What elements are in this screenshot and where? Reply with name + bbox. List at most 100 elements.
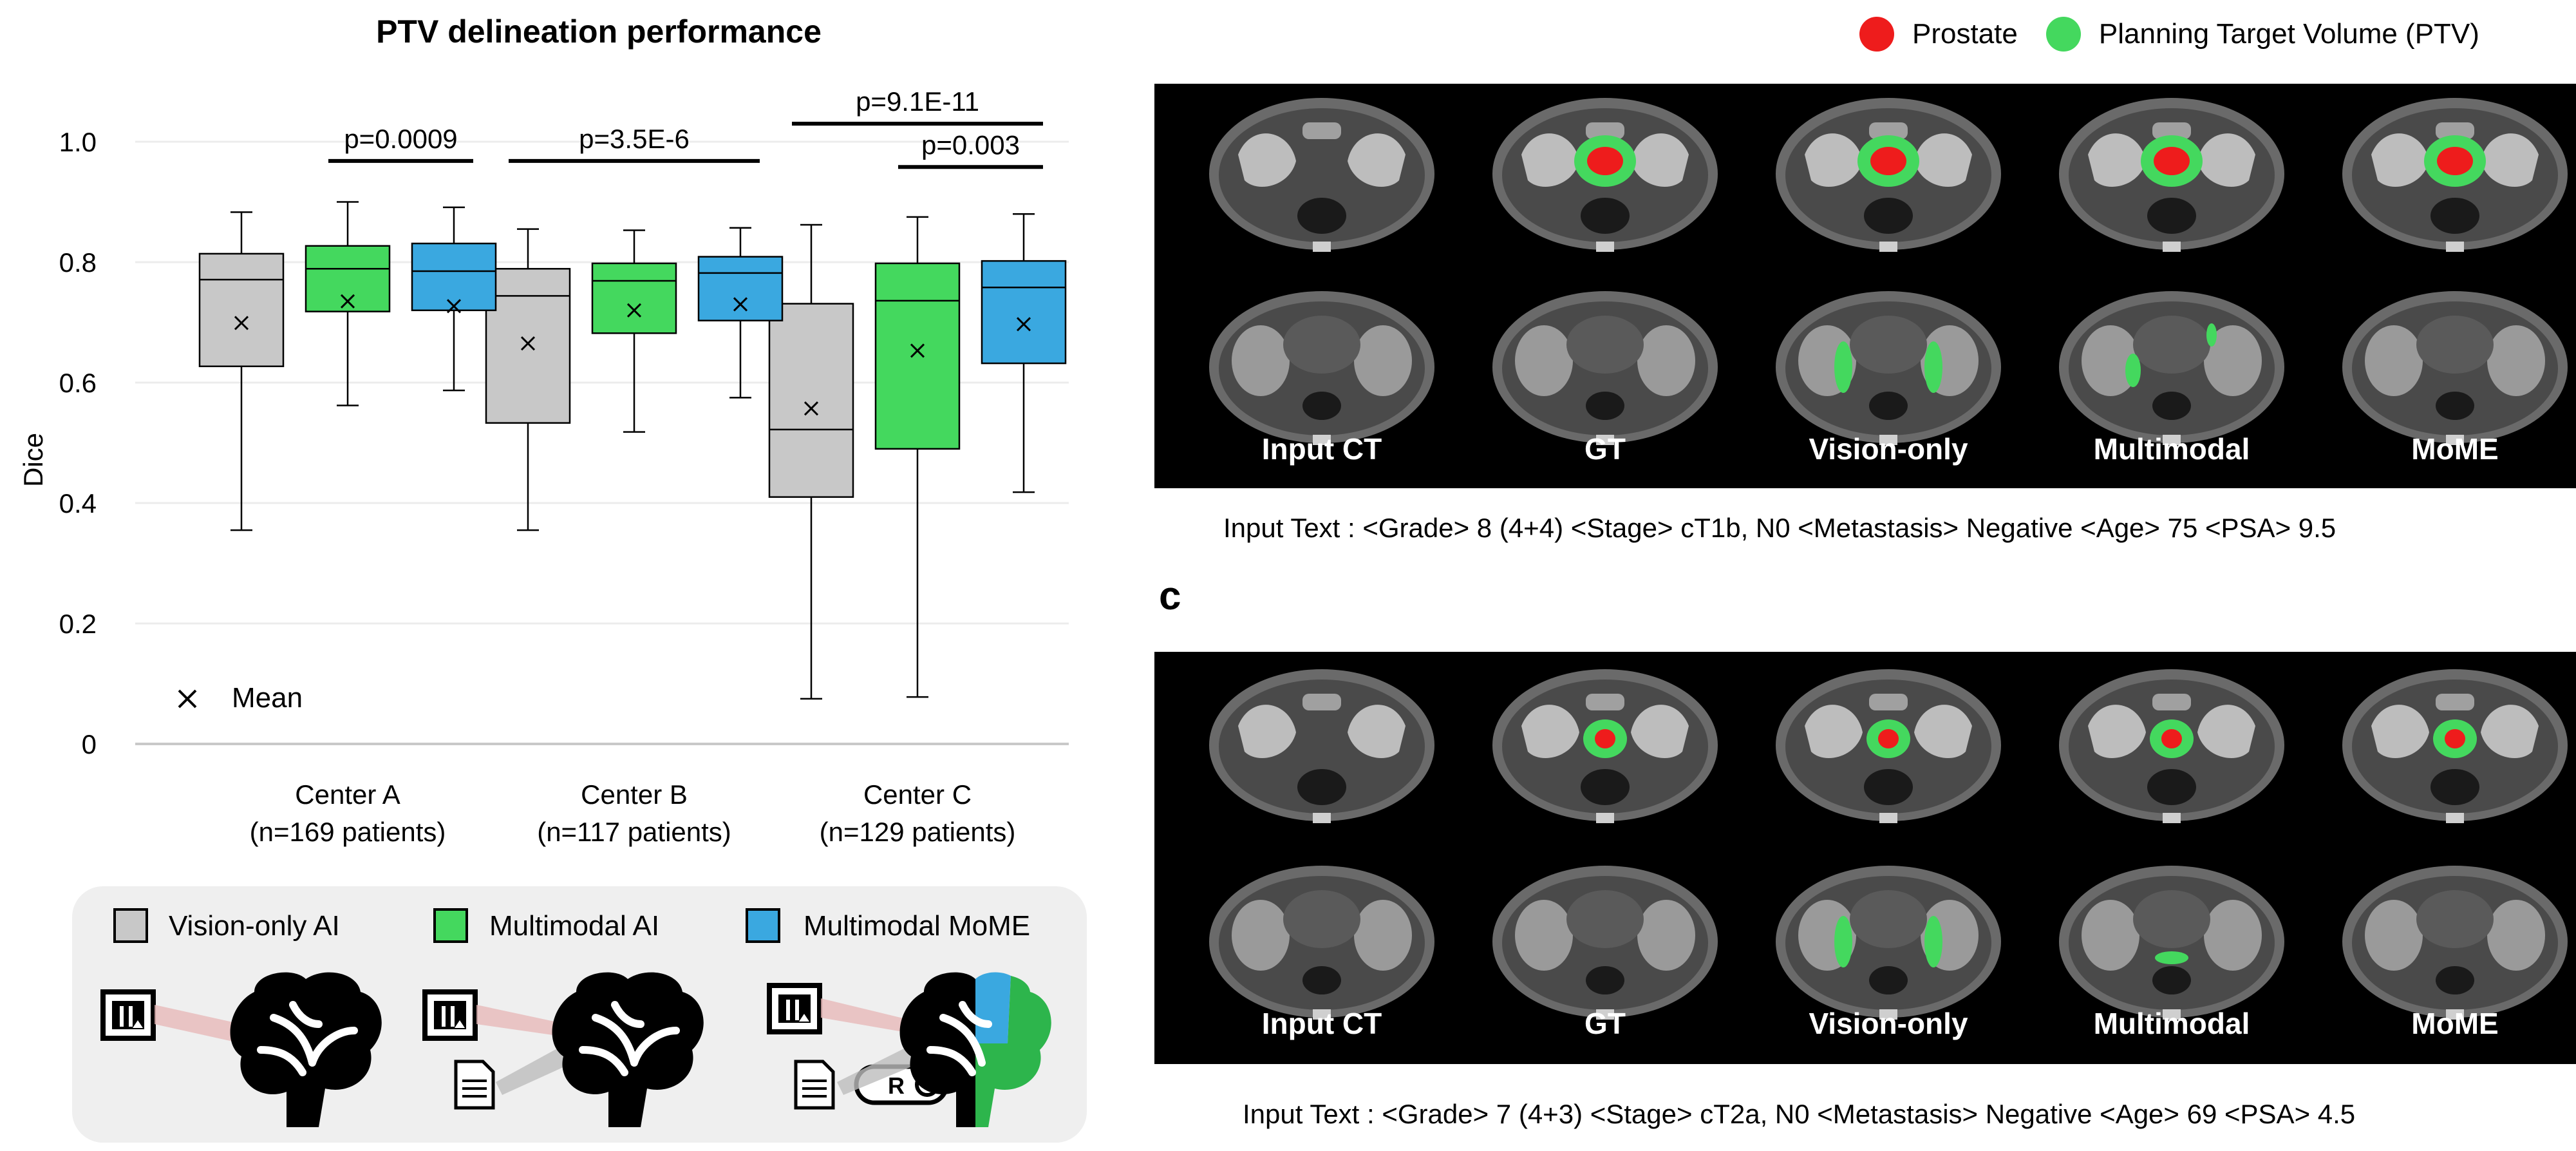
ct-column-label: MoME <box>2411 432 2499 466</box>
x-tick-label: Center C <box>863 779 972 810</box>
structure-legend: Prostate Planning Target Volume (PTV) <box>1859 17 2479 52</box>
ct-slice <box>2043 649 2300 842</box>
brain-icon <box>552 972 704 1127</box>
p-value-label: p=0.0009 <box>344 124 457 154</box>
svg-text:R: R <box>888 1072 905 1099</box>
box-iqr <box>697 256 784 321</box>
mean-legend: Mean <box>178 682 303 714</box>
box-1-2 <box>697 227 784 399</box>
ct-slice <box>1193 271 1451 464</box>
panel-b-caption: Input Text : <Grade> 8 (4+4) <Stage> cT1… <box>1223 513 2336 543</box>
x-tick-labels: Center A (n=169 patients) Center B (n=117 p… <box>250 779 1016 847</box>
ct-slice <box>1193 649 1451 842</box>
ct-column-label: GT <box>1584 432 1626 466</box>
y-tick-labels: 0 0.2 0.4 0.6 0.8 1.0 <box>59 127 97 759</box>
ct-slice <box>2326 271 2576 464</box>
document-icon <box>794 1060 835 1110</box>
document-icon <box>454 1060 495 1110</box>
mean-marker <box>910 343 925 358</box>
box-0-2 <box>411 206 497 392</box>
box-2-0 <box>768 224 854 700</box>
x-tick-label: Center B <box>581 779 688 810</box>
prostate-legend-dot <box>1859 17 1894 52</box>
ct-column-label: Multimodal <box>2093 432 2250 466</box>
x-tick-label: Center A <box>295 779 400 810</box>
prostate-legend-label: Prostate <box>1912 18 2018 50</box>
box-0-0 <box>198 211 285 531</box>
ct-column-label: Input CT <box>1261 432 1382 466</box>
ct-panel-b: Input CT GT Vision-only Multimodal MoME <box>1154 84 2576 488</box>
legend-label-multimodal: Multimodal AI <box>489 910 659 942</box>
boxes <box>198 201 1067 700</box>
box-0-1 <box>305 201 391 406</box>
ct-slice <box>2043 77 2300 271</box>
y-tick-label: 0.6 <box>59 368 97 398</box>
ct-slice <box>2043 271 2300 464</box>
mean-marker <box>340 294 355 309</box>
mean-marker <box>733 297 748 312</box>
p-value-label: p=3.5E-6 <box>579 124 690 154</box>
ct-panel-c: Input CT GT Vision-only Multimodal MoME <box>1154 652 2576 1064</box>
box-iqr <box>768 303 854 498</box>
ct-slice <box>2043 845 2300 1038</box>
ct-column-label: GT <box>1584 1007 1626 1040</box>
ct-column-label: MoME <box>2411 1007 2499 1040</box>
box-iqr <box>874 262 961 450</box>
x-tick-sublabel: (n=117 patients) <box>537 817 731 847</box>
y-tick-label: 0.4 <box>59 488 97 518</box>
box-1-1 <box>591 229 677 433</box>
mean-legend-label: Mean <box>232 682 303 714</box>
ct-slice <box>2326 845 2576 1038</box>
ct-slice <box>1476 845 1734 1038</box>
x-tick-sublabel: (n=129 patients) <box>820 817 1016 847</box>
ct-column-label: Input CT <box>1261 1007 1382 1040</box>
ct-column-label: Vision-only <box>1809 432 1968 466</box>
ptv-legend-dot <box>2045 17 2081 52</box>
box-2-1 <box>874 216 961 698</box>
mean-marker <box>520 336 536 351</box>
p-value-label: p=9.1E-11 <box>856 86 979 117</box>
legend-label-mome: Multimodal MoME <box>804 910 1030 942</box>
ct-scan-icon <box>422 989 478 1041</box>
ct-slice <box>1760 77 2017 271</box>
brain-icon <box>899 972 1051 1127</box>
ct-slice <box>2326 77 2576 271</box>
panel-c-letter: c <box>1159 574 1181 618</box>
legend-swatch-vision <box>113 908 148 943</box>
ct-slice <box>1760 649 2017 842</box>
chart-title: PTV delineation performance <box>376 14 822 50</box>
y-axis-label: Dice <box>18 433 48 487</box>
box-iqr <box>981 260 1067 365</box>
box-2-2 <box>981 213 1067 493</box>
ct-slice <box>1476 649 1734 842</box>
ct-column-label: Vision-only <box>1809 1007 1968 1040</box>
panel-c-caption: Input Text : <Grade> 7 (4+3) <Stage> cT2… <box>1243 1099 2356 1129</box>
ct-slice <box>2326 649 2576 842</box>
y-tick-label: 0.2 <box>59 609 97 639</box>
ct-slice <box>1193 77 1451 271</box>
ct-slice <box>1476 271 1734 464</box>
box-iqr <box>485 268 571 424</box>
legend-swatch-multimodal <box>433 908 468 943</box>
ct-slice <box>1760 271 2017 464</box>
ct-slice <box>1193 845 1451 1038</box>
ct-scan-icon <box>767 983 822 1034</box>
y-tick-label: 0.8 <box>59 247 97 278</box>
ct-scan-icon <box>100 989 156 1041</box>
legend-label-vision: Vision-only AI <box>169 910 340 942</box>
ptv-legend-label: Planning Target Volume (PTV) <box>2098 18 2479 50</box>
box-iqr <box>198 252 285 368</box>
mean-marker <box>234 316 249 330</box>
p-value-label: p=0.003 <box>921 129 1020 160</box>
grid-lines <box>135 140 1069 745</box>
ct-column-label: Multimodal <box>2093 1007 2250 1040</box>
x-tick-sublabel: (n=169 patients) <box>250 817 446 847</box>
mean-marker <box>446 299 462 314</box>
box-iqr <box>411 242 497 312</box>
ct-slice <box>1760 845 2017 1038</box>
box-1-0 <box>485 228 571 531</box>
mean-marker <box>804 401 819 416</box>
mean-marker <box>626 303 642 318</box>
y-tick-label: 0 <box>82 729 97 759</box>
box-iqr <box>591 262 677 334</box>
